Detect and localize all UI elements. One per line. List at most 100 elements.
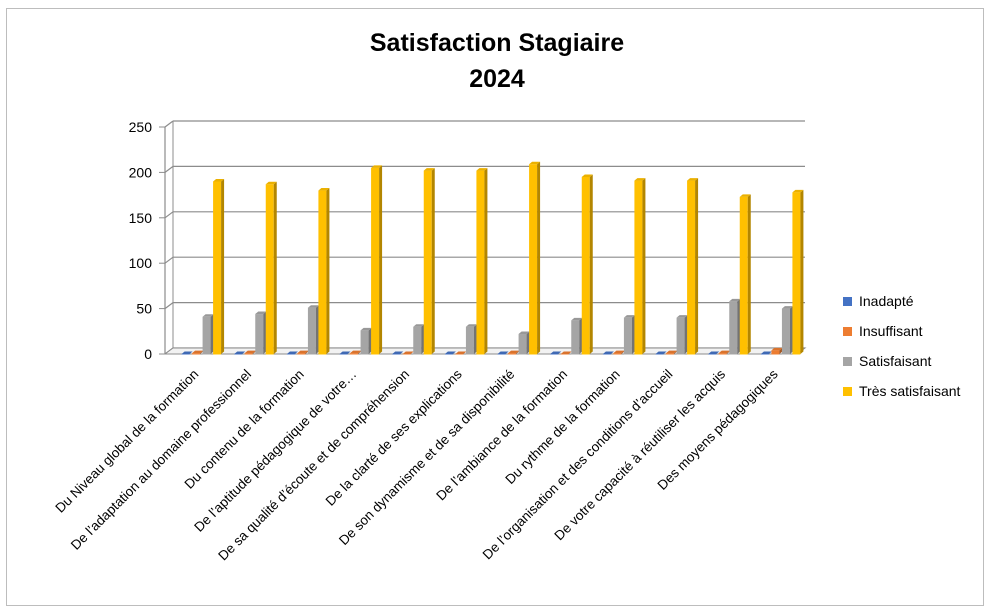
bar-front: [560, 354, 569, 355]
bar-2-5: [402, 351, 414, 355]
bar-top: [181, 351, 193, 354]
bar-2-8: [560, 351, 572, 355]
bar-1-10: [655, 351, 667, 355]
bar-2-1: [192, 350, 204, 355]
bar-top: [792, 189, 804, 193]
bar-side: [326, 188, 330, 354]
bar-front: [718, 353, 727, 355]
legend-label-3: Satisfaisant: [859, 353, 931, 369]
bar-front: [508, 353, 517, 355]
chart-frame: Satisfaction Stagiaire 2024 0 50 100 150 200…: [6, 8, 984, 606]
bar-front: [192, 353, 201, 355]
bar-1-6: [444, 351, 456, 355]
bar-top: [634, 178, 646, 181]
bar-top: [518, 331, 530, 335]
bar-4-2: [265, 181, 277, 355]
bar-top: [192, 350, 204, 354]
bar-layer: [181, 161, 804, 355]
bar-side: [789, 306, 793, 354]
bar-top: [423, 168, 435, 171]
bar-side: [589, 174, 593, 354]
bar-4-1: [213, 178, 225, 355]
x-category-label-10: De l’organisation et des conditions d’ac…: [480, 367, 676, 563]
bar-1-4: [339, 351, 351, 355]
bar-front: [392, 354, 401, 355]
bar-top: [676, 315, 688, 318]
bar-top: [739, 194, 751, 197]
y-tick-label-200: 200: [129, 164, 153, 180]
legend-swatch-2: [843, 327, 852, 336]
y-tick-label-250: 250: [129, 119, 153, 135]
bar-front: [213, 181, 222, 355]
bar-top: [655, 351, 667, 354]
bar-side: [421, 324, 425, 354]
bar-front: [360, 330, 369, 355]
bar-2-9: [613, 350, 625, 355]
bar-3-11: [729, 298, 741, 355]
gridline-side-200: [164, 165, 174, 173]
bar-3-10: [676, 315, 688, 355]
legend-label-2: Insuffisant: [859, 323, 923, 339]
bar-front: [687, 180, 696, 355]
bar-front: [602, 354, 611, 355]
bar-front: [497, 354, 506, 355]
bar-side: [358, 350, 362, 354]
bar-front: [371, 167, 380, 355]
bar-2-3: [297, 350, 309, 355]
bar-front: [771, 350, 780, 355]
bar-3-1: [202, 314, 214, 355]
bar-top: [202, 314, 214, 317]
bar-front: [550, 354, 559, 355]
gridline-side-250: [164, 120, 174, 128]
chart-title-line-1: Satisfaction Stagiaire: [370, 29, 624, 57]
bar-4-6: [476, 168, 488, 355]
bar-top: [413, 324, 425, 327]
bar-front: [571, 320, 580, 355]
bar-side: [537, 161, 541, 354]
bar-side: [526, 331, 530, 354]
bar-front: [792, 192, 801, 355]
bar-front: [655, 354, 664, 355]
bar-top: [255, 311, 267, 315]
bar-top: [234, 351, 246, 354]
bar-top: [318, 188, 330, 191]
bar-side: [800, 189, 804, 354]
bar-side: [747, 194, 751, 354]
gridline-side-100: [164, 256, 174, 264]
bar-side: [431, 168, 435, 354]
bar-front: [760, 354, 769, 355]
bar-4-10: [687, 178, 699, 355]
bar-1-1: [181, 351, 193, 355]
bar-front: [244, 353, 253, 355]
bar-side: [631, 315, 635, 354]
bar-front: [234, 354, 243, 355]
bar-top: [455, 351, 467, 354]
y-tick-label-0: 0: [144, 346, 152, 362]
bar-top: [339, 351, 351, 354]
bar-front: [297, 353, 306, 355]
bar-top: [286, 351, 298, 354]
grid-layer: [164, 120, 805, 355]
bar-1-11: [708, 351, 720, 355]
bar-4-3: [318, 188, 330, 355]
bar-top: [666, 350, 678, 354]
bar-front: [518, 334, 527, 355]
bar-3-7: [518, 331, 530, 355]
y-tick-label-50: 50: [136, 301, 152, 317]
bar-side: [779, 347, 783, 354]
bar-front: [581, 176, 590, 355]
bar-front: [444, 354, 453, 355]
bar-front: [666, 353, 675, 355]
legend-swatch-1: [843, 297, 852, 306]
bar-3-6: [465, 324, 477, 355]
bar-front: [465, 326, 474, 355]
bar-3-12: [781, 306, 793, 355]
bar-top: [760, 351, 772, 354]
bar-side: [579, 317, 583, 354]
y-tick-label-150: 150: [129, 210, 153, 226]
bar-3-3: [307, 305, 319, 355]
bar-top: [529, 161, 541, 165]
bar-4-12: [792, 189, 804, 355]
bar-top: [213, 178, 225, 182]
bar-top: [371, 165, 383, 168]
